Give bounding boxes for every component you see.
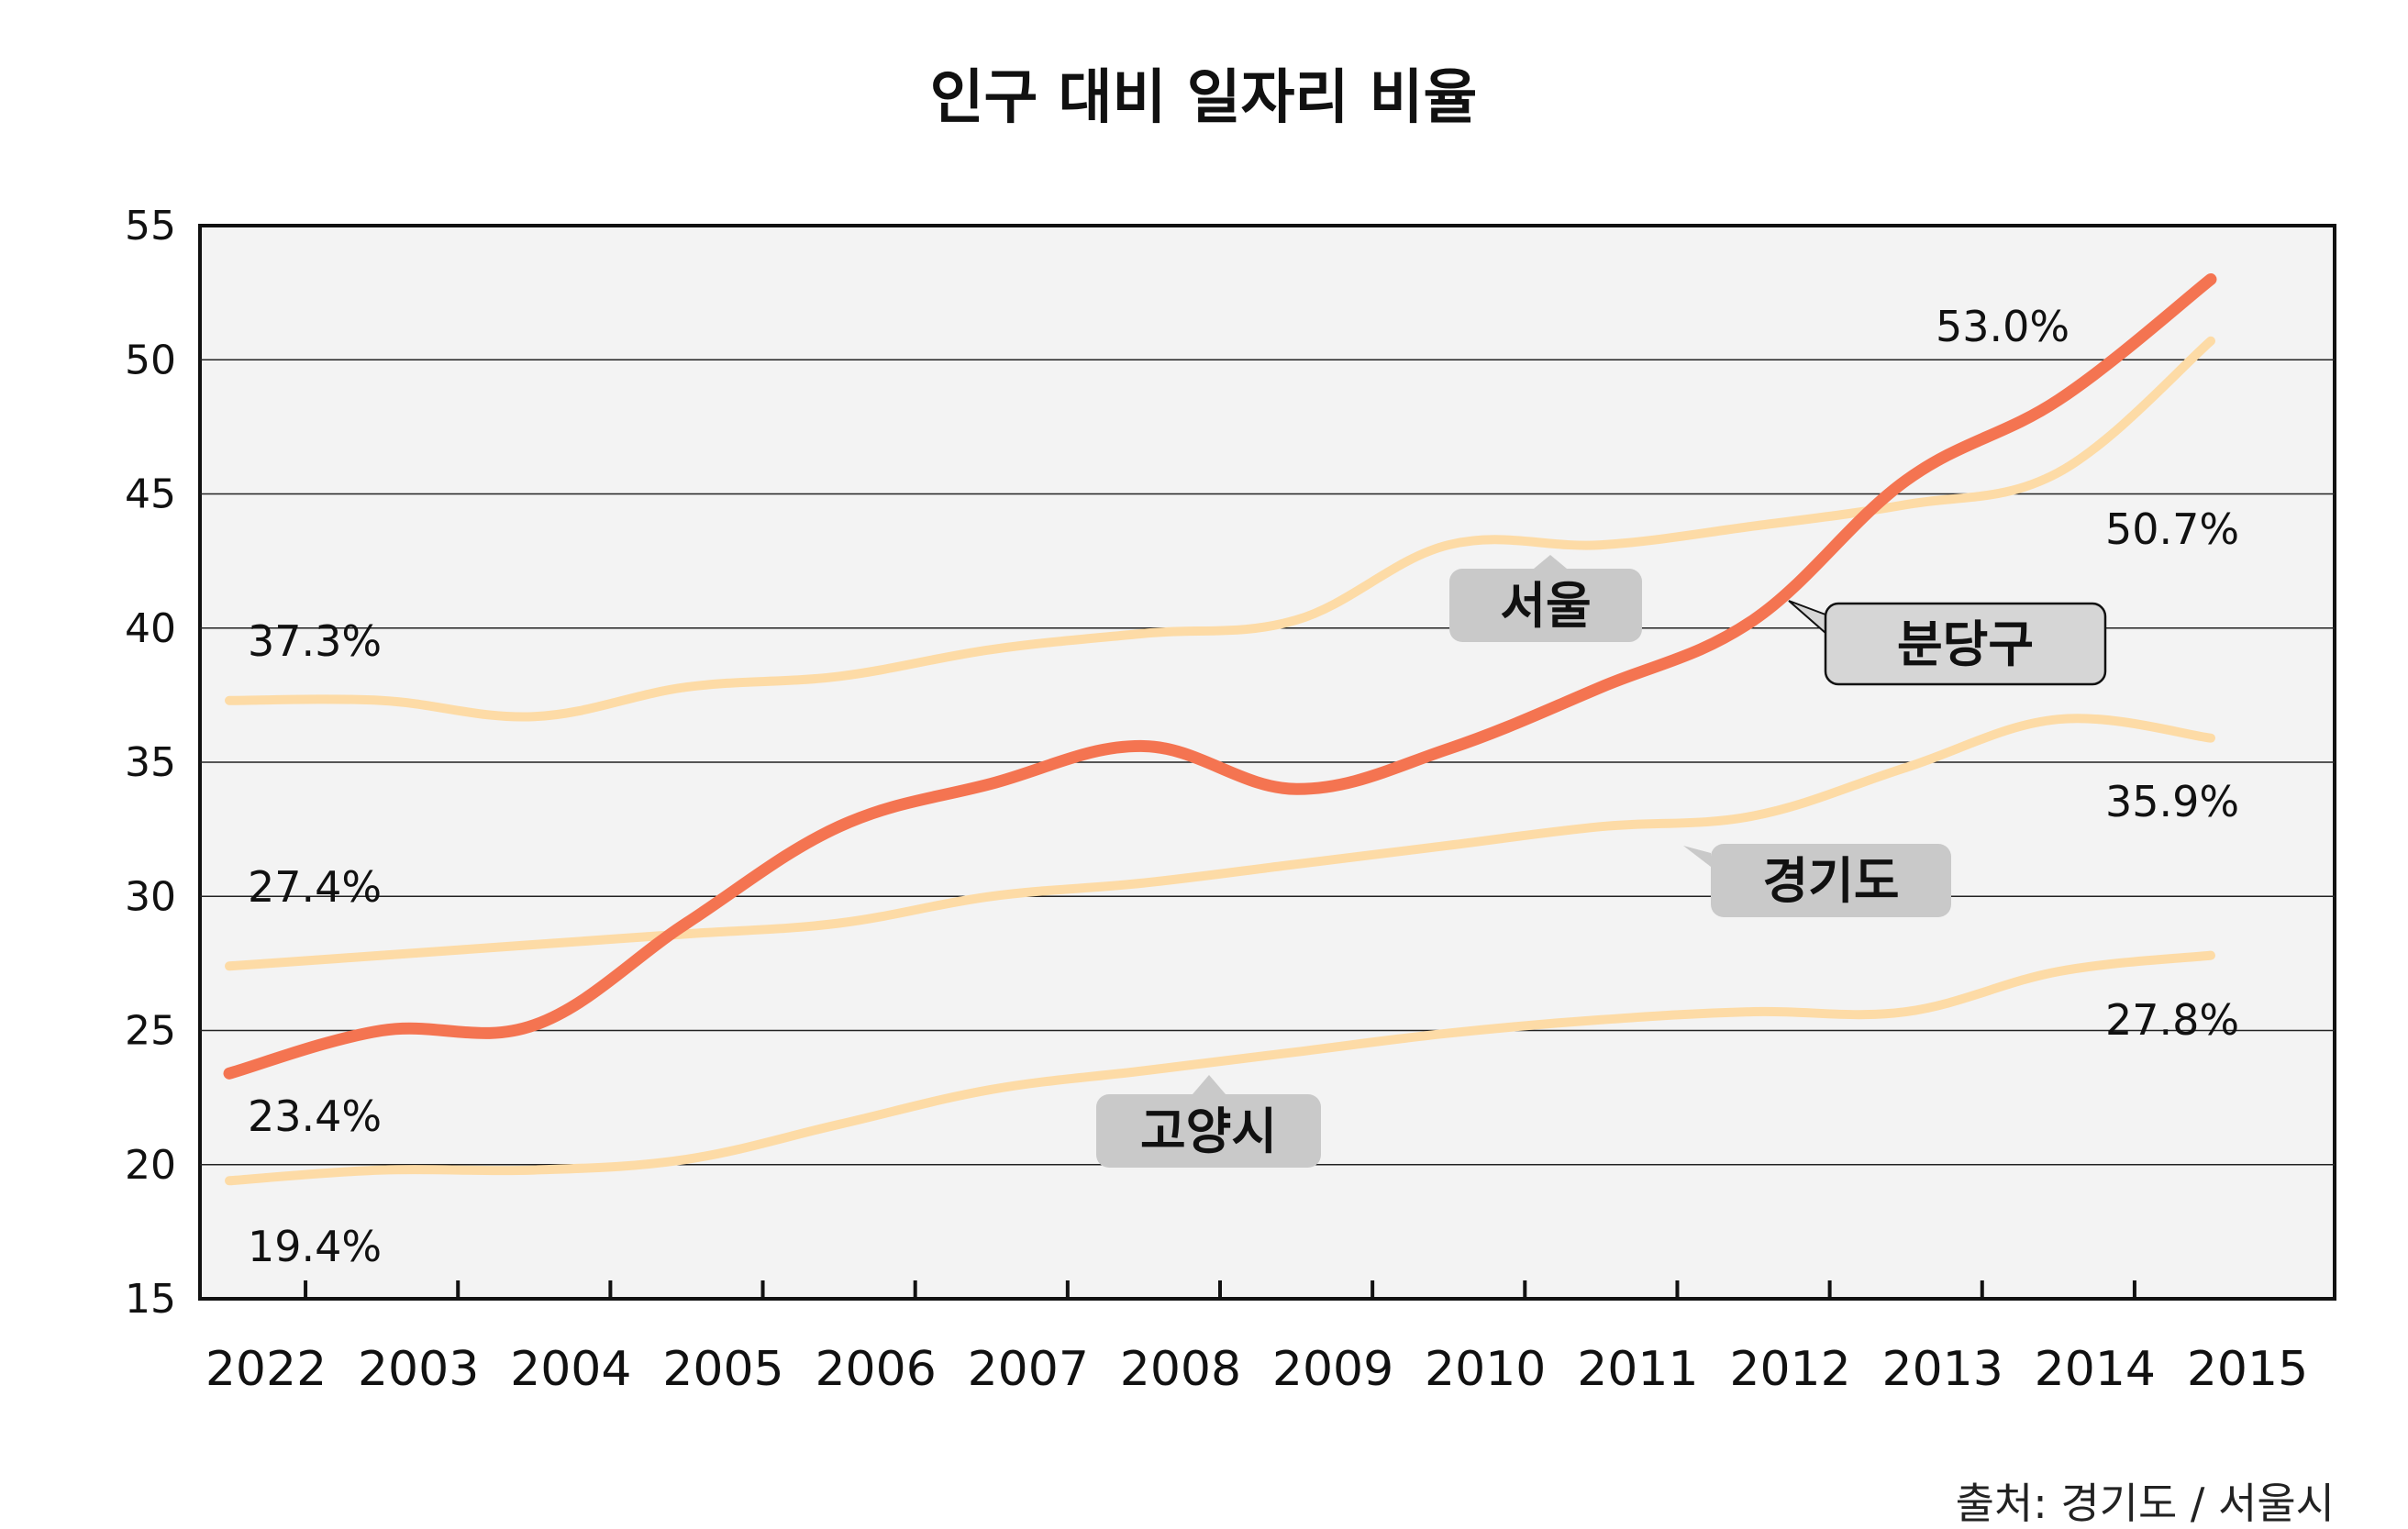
series-line-서울 (225, 336, 2215, 722)
x-tick-label-2010: 2010 (1425, 1342, 1546, 1397)
chart-title: 인구 대비 일자리 비율 (930, 64, 1478, 132)
y-tick-label-15: 15 (125, 1276, 176, 1323)
series-line-경기도 (225, 714, 2215, 971)
y-tick-label-25: 25 (125, 1008, 176, 1055)
start-label-고양시: 19.4% (248, 1222, 382, 1271)
y-tick-label-40: 40 (125, 605, 176, 652)
x-tick-label-2007: 2007 (968, 1342, 1089, 1397)
end-label-고양시: 27.8% (2105, 995, 2239, 1045)
callout-box-경기도 (1711, 844, 1951, 917)
callout-label-경기도: 경기도 (1762, 852, 1899, 910)
y-tick-label-35: 35 (125, 739, 176, 786)
data-labels: 37.3% 27.4% 23.4% 19.4% 53.0% 50.7% 35.9% 27.8% (248, 302, 2239, 1271)
x-tick-label-2008: 2008 (1120, 1342, 1241, 1397)
source-note: 출처: 경기도 / 서울시 (1956, 1479, 2335, 1528)
callout-box-분당구 (1824, 602, 2107, 686)
callout-tail-서울 (1534, 555, 1567, 569)
start-label-분당구: 23.4% (248, 1091, 382, 1141)
x-tick-label-2006: 2006 (815, 1342, 936, 1397)
series-line-고양시 (225, 950, 2215, 1186)
y-tick-label-20: 20 (125, 1142, 176, 1189)
x-tick-label-2012: 2012 (1729, 1342, 1850, 1397)
callout-서울: 서울 (1449, 555, 1642, 642)
end-label-경기도: 35.9% (2105, 777, 2239, 826)
callout-경기도: 경기도 (1683, 844, 1951, 917)
x-tick-label-2005: 2005 (662, 1342, 783, 1397)
end-label-서울: 50.7% (2105, 504, 2239, 554)
callout-label-서울: 서울 (1500, 577, 1591, 635)
series-lines (223, 273, 2217, 1186)
x-tick-label-2014: 2014 (2035, 1342, 2156, 1397)
x-tick-label-2009: 2009 (1272, 1342, 1393, 1397)
end-label-분당구: 53.0% (1936, 302, 2070, 351)
y-tick-label-45: 45 (125, 471, 176, 518)
x-tick-label-2003: 2003 (358, 1342, 479, 1397)
callout-고양시: 고양시 (1096, 1075, 1321, 1168)
callout-tail-경기도 (1683, 846, 1711, 867)
start-label-경기도: 27.4% (248, 862, 382, 912)
x-tick-label-2015: 2015 (2187, 1342, 2308, 1397)
callout-tail-고양시 (1193, 1075, 1226, 1094)
series-line-분당구 (223, 273, 2217, 1080)
x-tick-label-2004: 2004 (510, 1342, 631, 1397)
callout-box-서울 (1449, 569, 1642, 642)
y-tick-label-30: 30 (125, 873, 176, 920)
y-axis-ticks: 15 20 25 30 35 40 45 50 55 (125, 203, 176, 1323)
y-tick-label-50: 50 (125, 337, 176, 383)
x-tick-label-2022: 2022 (205, 1342, 327, 1397)
x-tick-label-2011: 2011 (1577, 1342, 1698, 1397)
x-tick-label-2013: 2013 (1882, 1342, 2003, 1397)
x-axis-ticks: 2022 2003 2004 2005 2006 2007 2008 2009 2010 2011… (205, 1280, 2308, 1397)
callout-box-고양시 (1096, 1094, 1321, 1168)
callout-분당구: 분당구 (1788, 600, 2107, 686)
y-tick-label-55: 55 (125, 203, 176, 249)
callout-label-분당구: 분당구 (1897, 615, 2034, 673)
callout-label-고양시: 고양시 (1140, 1102, 1277, 1160)
start-label-서울: 37.3% (248, 616, 382, 666)
